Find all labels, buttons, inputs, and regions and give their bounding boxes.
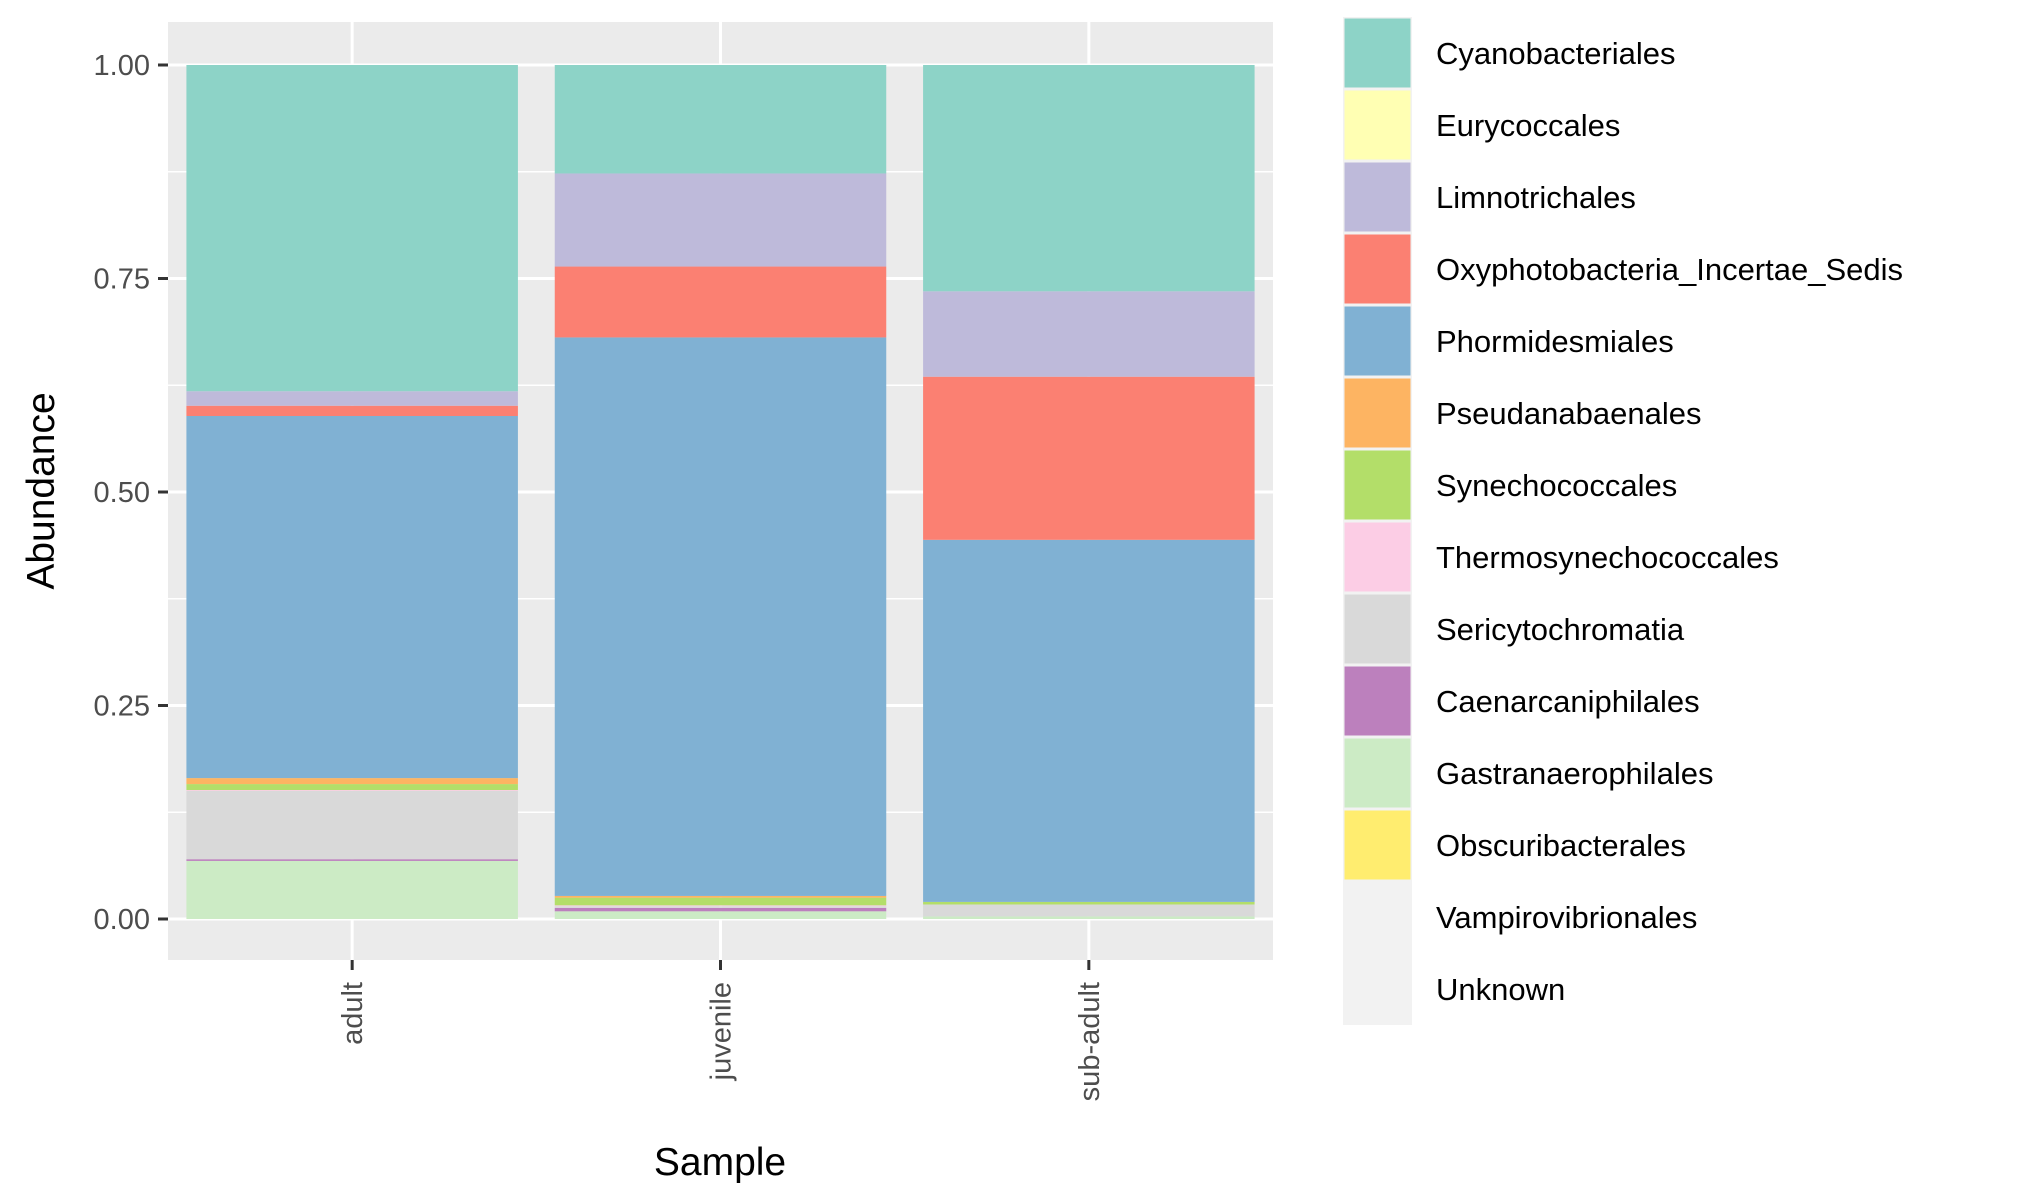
legend-label: Obscuribacterales: [1436, 828, 1686, 863]
bar-segment: [554, 905, 887, 907]
bar-segment: [186, 860, 518, 919]
legend-key: [1344, 738, 1411, 808]
legend-key: [1344, 666, 1411, 736]
legend-key: [1344, 378, 1411, 448]
bar-segment: [554, 897, 887, 906]
bar-segment: [923, 904, 1255, 917]
bars: [186, 65, 1255, 919]
bar-segment: [186, 784, 518, 791]
x-tick-label: sub-adult: [1074, 982, 1106, 1101]
bar-segment: [186, 859, 518, 861]
bar-segment: [554, 173, 887, 267]
bar-segment: [554, 907, 887, 912]
legend-label: Limnotrichales: [1436, 180, 1636, 215]
bar-segment: [923, 291, 1255, 377]
legend-key: [1344, 522, 1411, 592]
bar-segment: [554, 65, 887, 174]
y-axis-title: Abundance: [20, 392, 63, 589]
legend-label: Pseudanabaenales: [1436, 396, 1701, 431]
legend-key: [1344, 18, 1411, 88]
y-tick-label: 0.25: [94, 691, 150, 723]
y-tick-label: 0.75: [94, 264, 150, 296]
legend-label: Eurycoccales: [1436, 108, 1620, 143]
legend-key: [1344, 90, 1411, 160]
bar-segment: [186, 790, 518, 791]
x-tick-label: juvenile: [706, 982, 738, 1081]
legend-label: Vampirovibrionales: [1436, 900, 1697, 935]
legend-key: [1344, 234, 1411, 304]
bar-segment: [923, 65, 1255, 292]
legend-label: Sericytochromatia: [1436, 612, 1685, 647]
legend-label: Cyanobacteriales: [1436, 36, 1676, 71]
bar-segment: [554, 911, 887, 919]
bar-segment: [923, 901, 1255, 905]
legend-label: Caenarcaniphilales: [1436, 684, 1700, 719]
legend-key: [1344, 810, 1411, 880]
x-axis-title: Sample: [654, 1141, 786, 1184]
legend-label: Phormidesmiales: [1436, 324, 1674, 359]
bar-segment: [186, 415, 518, 779]
legend-label: Synechococcales: [1436, 468, 1677, 503]
bar-segment: [186, 790, 518, 860]
y-tick-label: 0.50: [94, 477, 150, 509]
legend: Cyanobacteriales Eurycoccales Limnotrichal…: [1343, 17, 1903, 1025]
legend-label: Thermosynechococcales: [1436, 540, 1779, 575]
bar-segment: [923, 916, 1255, 919]
legend-key: [1344, 306, 1411, 376]
bar-segment: [923, 376, 1255, 540]
bar-segment: [554, 337, 887, 896]
legend-key: [1344, 450, 1411, 520]
legend-label: Gastranaerophilales: [1436, 756, 1713, 791]
y-tick-label: 0.00: [94, 904, 150, 936]
legend-label: Unknown: [1436, 972, 1565, 1007]
bar-segment: [554, 895, 887, 898]
bar-segment: [186, 391, 518, 406]
y-tick-label: 1.00: [94, 50, 150, 82]
legend-key: [1344, 162, 1411, 232]
bar-segment: [554, 266, 887, 338]
bar-segment: [923, 539, 1255, 902]
legend-label: Oxyphotobacteria_Incertae_Sedis: [1436, 252, 1903, 287]
bar-segment: [186, 65, 518, 392]
x-axis: adult juvenile sub-adult: [337, 960, 1106, 1101]
bar-segment: [554, 906, 887, 908]
legend-key: [1344, 882, 1411, 952]
x-tick-label: adult: [337, 982, 369, 1045]
bar-segment: [186, 778, 518, 785]
legend-key: [1344, 594, 1411, 664]
y-axis: 0.00 0.25 0.50 0.75 1.00: [94, 50, 168, 936]
bar-segment: [186, 405, 518, 416]
legend-key: [1344, 954, 1411, 1024]
